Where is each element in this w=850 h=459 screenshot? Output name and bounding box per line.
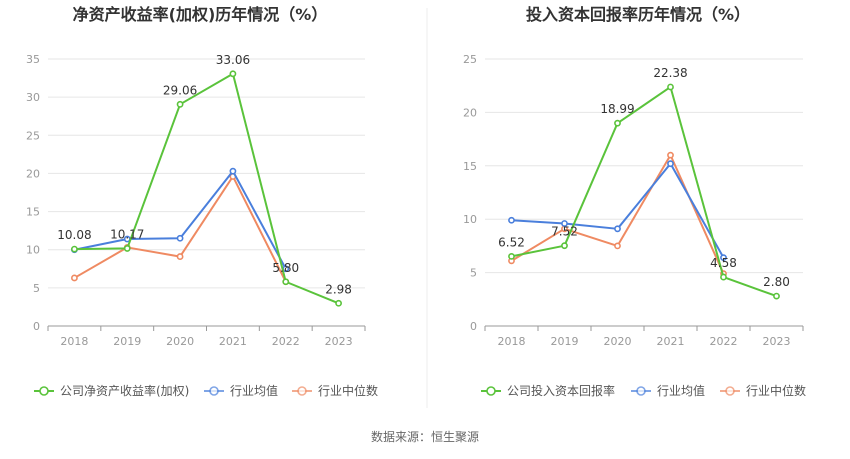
x-tick-label: 2019 bbox=[113, 335, 141, 348]
series-line bbox=[511, 85, 777, 298]
data-point bbox=[508, 252, 515, 260]
y-tick-label: 15 bbox=[26, 206, 40, 219]
x-tick-label: 2021 bbox=[219, 335, 247, 348]
y-tick-label: 0 bbox=[470, 320, 477, 333]
data-point bbox=[335, 299, 342, 307]
legend-label: 行业均值 bbox=[657, 383, 705, 398]
legend-label: 行业中位数 bbox=[318, 383, 378, 398]
legend-swatch-marker bbox=[297, 386, 307, 396]
x-tick-label: 2020 bbox=[166, 335, 194, 348]
y-tick-label: 0 bbox=[33, 320, 40, 333]
data-label: 2.80 bbox=[763, 275, 790, 289]
x-tick-label: 2021 bbox=[657, 335, 685, 348]
data-point bbox=[667, 83, 674, 91]
data-point bbox=[229, 70, 237, 78]
data-point bbox=[71, 245, 78, 253]
x-tick-label: 2022 bbox=[272, 335, 300, 348]
legend-swatch-marker bbox=[209, 386, 219, 396]
data-point bbox=[561, 242, 568, 250]
data-point bbox=[176, 253, 184, 260]
legend-swatch-marker bbox=[636, 386, 646, 396]
x-tick-label: 2023 bbox=[763, 335, 791, 348]
y-tick-label: 10 bbox=[26, 244, 40, 257]
legend-item: 行业均值 bbox=[204, 383, 278, 398]
y-tick-label: 30 bbox=[26, 91, 40, 104]
x-tick-label: 2019 bbox=[551, 335, 579, 348]
legend-swatch-marker bbox=[725, 386, 735, 396]
data-label: 7.52 bbox=[551, 225, 578, 239]
data-point bbox=[614, 242, 621, 250]
x-tick-label: 2018 bbox=[498, 335, 526, 348]
legend-label: 公司投入资本回报率 bbox=[507, 383, 615, 398]
y-tick-label: 15 bbox=[463, 160, 477, 173]
data-point bbox=[229, 167, 237, 175]
y-tick-label: 5 bbox=[33, 282, 40, 295]
y-tick-label: 10 bbox=[463, 213, 477, 226]
x-tick-label: 2022 bbox=[710, 335, 738, 348]
data-label: 33.06 bbox=[216, 53, 250, 67]
x-tick-label: 2023 bbox=[325, 335, 353, 348]
data-label: 10.08 bbox=[57, 228, 91, 242]
data-label: 29.06 bbox=[163, 83, 197, 97]
data-point bbox=[720, 273, 727, 281]
legend-item: 行业中位数 bbox=[720, 383, 806, 398]
data-point bbox=[614, 225, 621, 233]
data-point bbox=[667, 151, 674, 159]
chart-panel-2: 投入资本回报率历年情况（%） 0 5 10 15 20 25 2018 2019 2020 2021… bbox=[463, 5, 806, 398]
data-point bbox=[720, 254, 727, 262]
legend-item: 公司净资产收益率(加权) bbox=[34, 383, 189, 398]
legend-swatch-marker bbox=[39, 386, 49, 396]
y-tick-label: 20 bbox=[463, 106, 477, 119]
data-source-footer: 数据来源：恒生聚源 bbox=[370, 430, 479, 444]
data-label: 4.58 bbox=[710, 256, 737, 270]
series-line bbox=[73, 175, 287, 283]
legend-swatch-marker bbox=[486, 386, 496, 396]
chart-title: 净资产收益率(加权)历年情况（%） bbox=[73, 5, 328, 24]
data-point bbox=[176, 234, 184, 242]
data-label: 22.38 bbox=[653, 66, 687, 80]
x-tick-label: 2018 bbox=[60, 335, 88, 348]
data-label: 6.52 bbox=[498, 235, 525, 249]
x-tick-label: 2020 bbox=[604, 335, 632, 348]
data-point bbox=[773, 292, 780, 300]
series-line bbox=[74, 72, 339, 305]
data-point bbox=[561, 220, 568, 227]
data-label: 18.99 bbox=[600, 102, 634, 116]
data-point bbox=[614, 119, 621, 127]
data-point bbox=[508, 216, 515, 224]
legend-label: 公司净资产收益率(加权) bbox=[60, 383, 189, 398]
series-line bbox=[510, 154, 725, 275]
chart-title: 投入资本回报率历年情况（%） bbox=[526, 5, 750, 24]
y-tick-label: 20 bbox=[26, 167, 40, 180]
data-label: 10.17 bbox=[110, 227, 144, 241]
y-tick-label: 25 bbox=[463, 53, 477, 66]
y-tick-label: 5 bbox=[470, 267, 477, 280]
legend-item: 行业均值 bbox=[631, 383, 705, 398]
y-tick-label: 25 bbox=[26, 129, 40, 142]
data-point bbox=[176, 100, 184, 108]
data-point bbox=[71, 274, 78, 282]
y-tick-label: 35 bbox=[26, 53, 40, 66]
data-label: 5.80 bbox=[272, 261, 299, 275]
legend-label: 行业均值 bbox=[230, 383, 278, 398]
legend-label: 行业中位数 bbox=[746, 383, 806, 398]
chart-panel-1: 净资产收益率(加权)历年情况（%） 0 5 10 15 20 25 30 35 2018 2019 2… bbox=[26, 5, 378, 398]
data-label: 2.98 bbox=[325, 282, 352, 296]
legend-item: 行业中位数 bbox=[292, 383, 378, 398]
data-point bbox=[282, 278, 290, 286]
data-point bbox=[123, 245, 131, 252]
legend-item: 公司投入资本回报率 bbox=[481, 383, 615, 398]
data-point bbox=[667, 160, 674, 168]
